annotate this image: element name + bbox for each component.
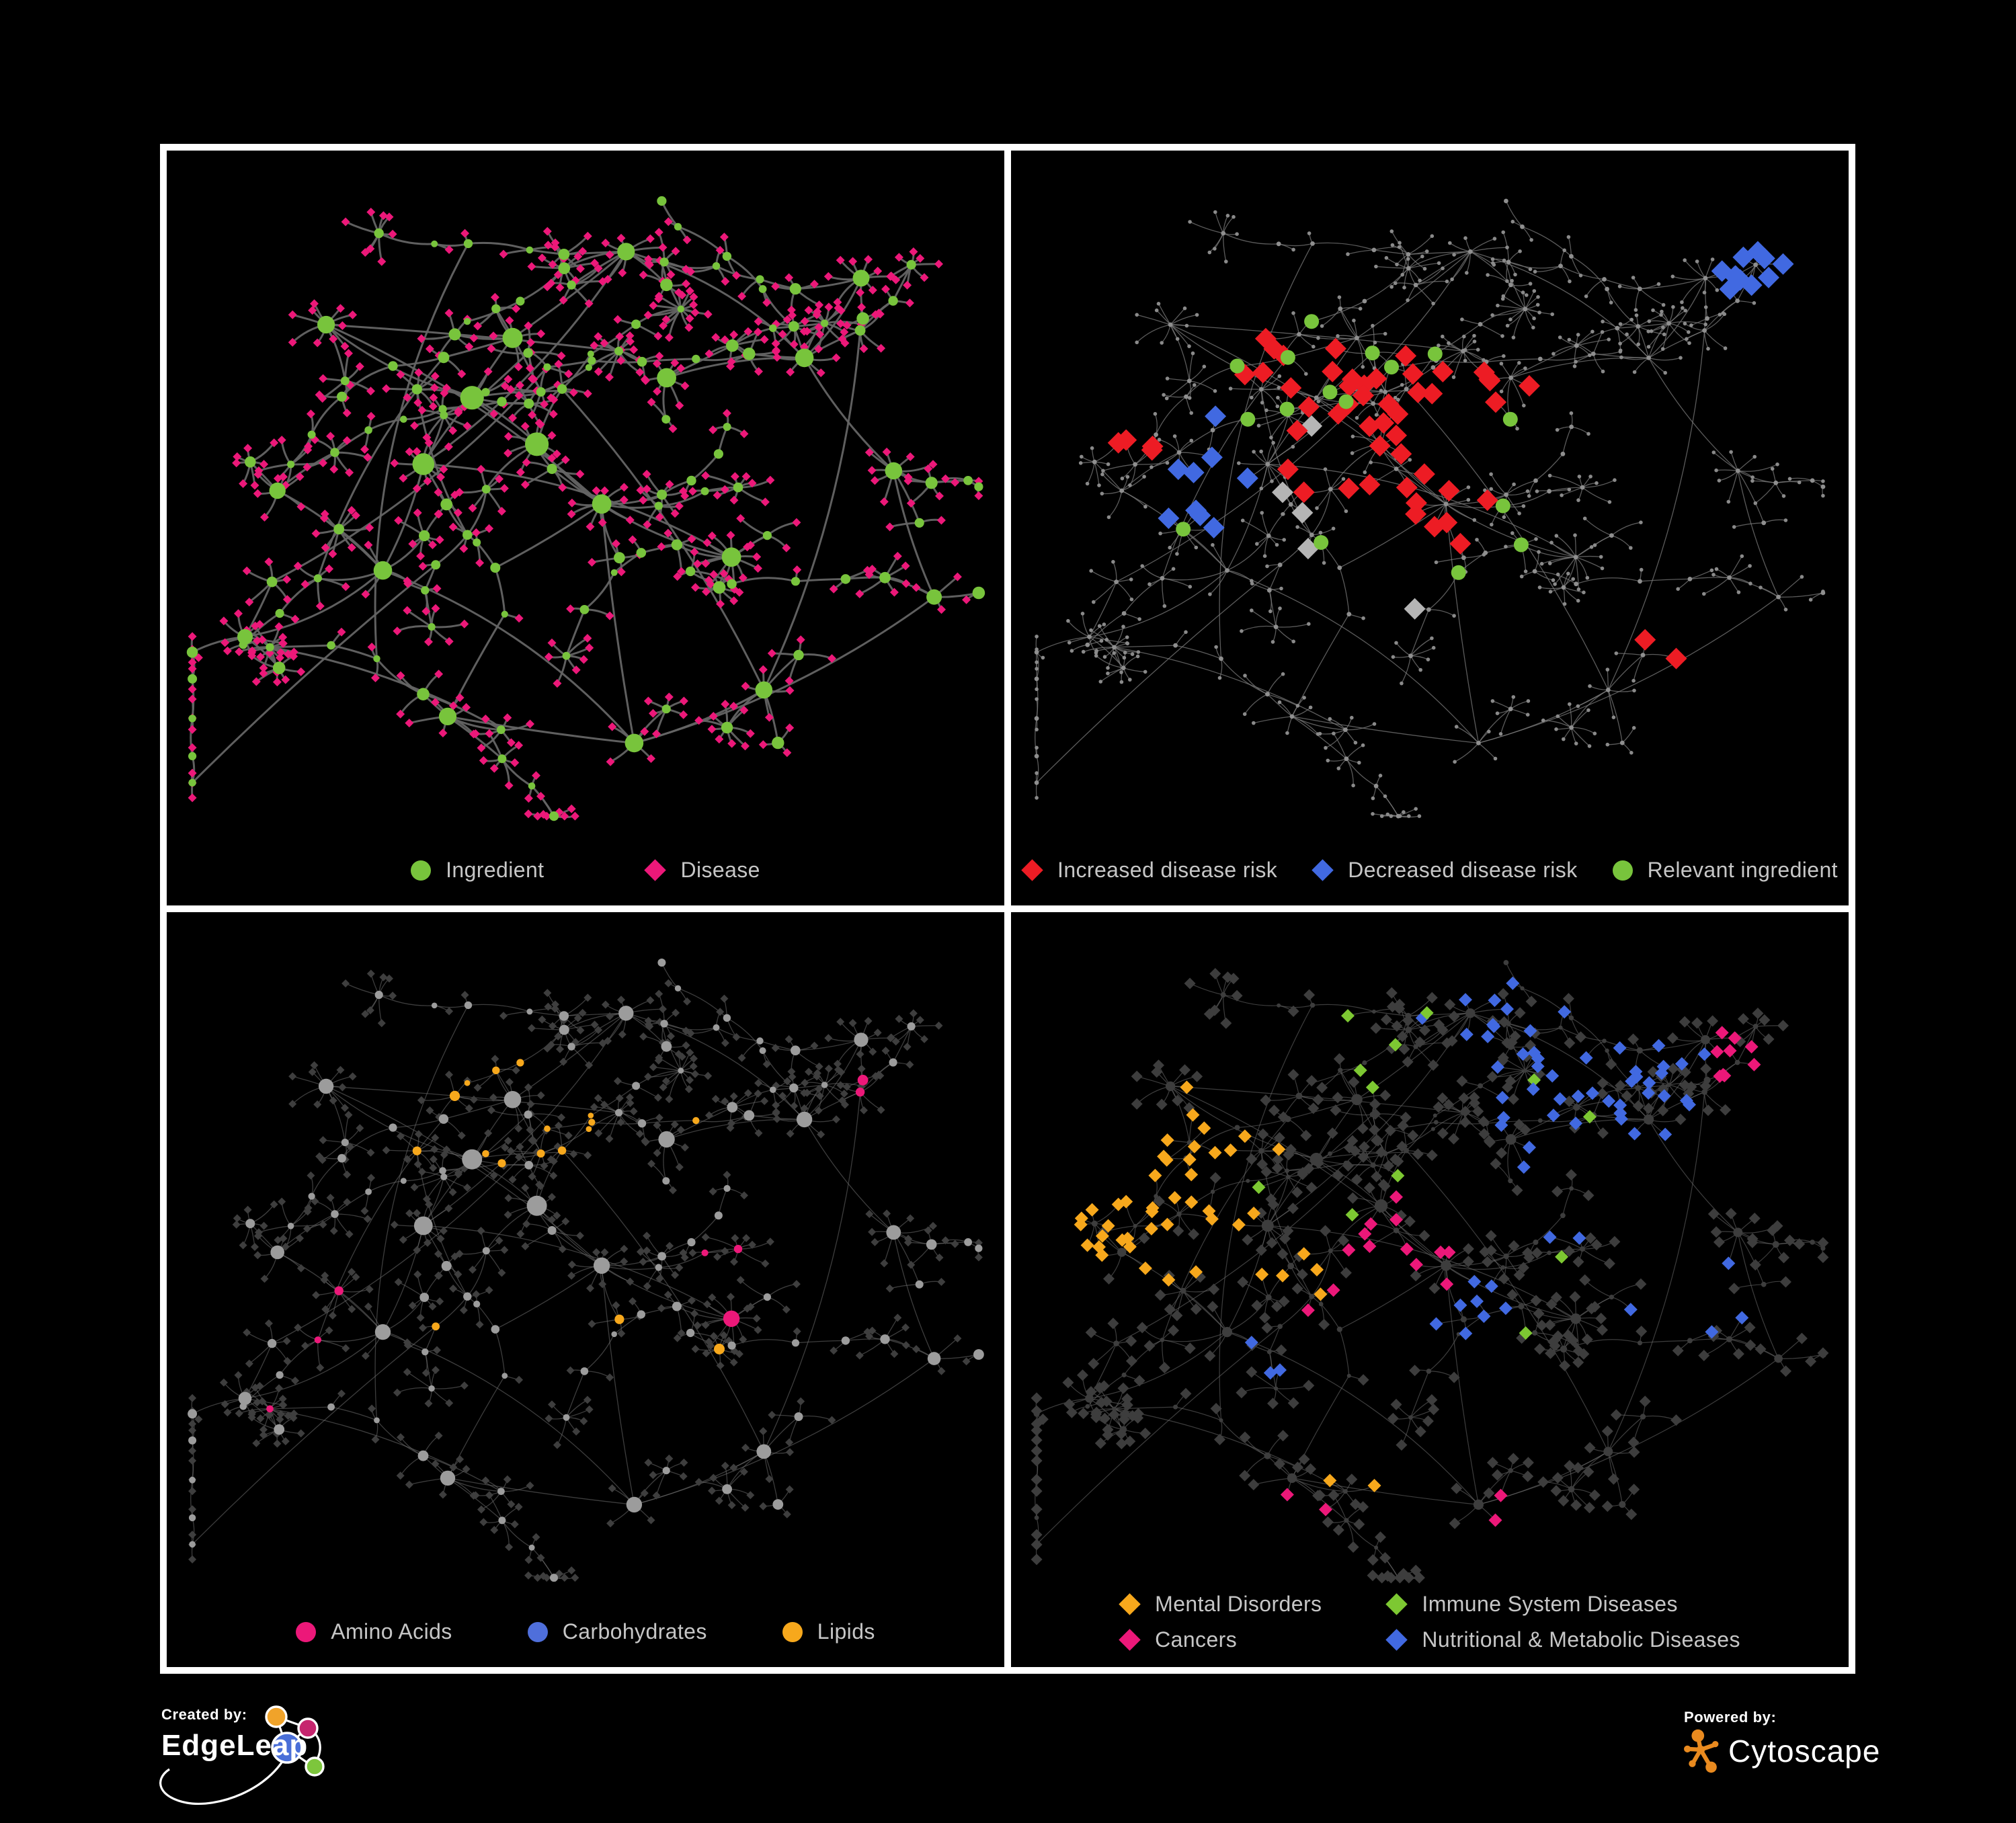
panel-disease-class-network: Mental Disorders Immune System Diseases Ca…: [1011, 912, 1849, 1667]
legend-disease-classes: Mental Disorders Immune System Diseases Ca…: [1011, 1592, 1849, 1652]
edgeleap-node-magenta: [297, 1717, 319, 1739]
edgeleap-node-blue: [271, 1732, 303, 1764]
legend-label: Amino Acids: [331, 1619, 452, 1644]
legend-item: Ingredient: [411, 858, 544, 883]
powered-by-block: Powered by: Cytoscape: [1684, 1709, 1880, 1773]
legend-label: Increased disease risk: [1057, 858, 1278, 882]
legend-label: Mental Disorders: [1155, 1592, 1322, 1616]
legend-item: Increased disease risk: [1021, 858, 1278, 883]
powered-by-label: Powered by:: [1684, 1709, 1777, 1726]
edgeleap-node-orange: [265, 1705, 288, 1728]
legend-item: Lipids: [782, 1619, 875, 1644]
panel-ingredient-disease-network: Ingredient Disease: [167, 151, 1004, 905]
legend-label: Nutritional & Metabolic Diseases: [1422, 1627, 1740, 1652]
created-by-label: Created by:: [161, 1706, 247, 1723]
legend-label: Immune System Diseases: [1422, 1592, 1678, 1616]
cytoscape-icon: [1684, 1729, 1719, 1773]
legend-marker-diamond: [1385, 1593, 1408, 1615]
legend-item: Relevant ingredient: [1612, 858, 1838, 883]
network-graph-ingredient-disease: [186, 196, 985, 821]
cytoscape-wordmark: Cytoscape: [1728, 1734, 1881, 1769]
edgeleap-logo-glyph: [159, 1705, 325, 1805]
legend-marker-circle: [1612, 860, 1633, 881]
legend-nutrient-classes: Amino Acids Carbohydrates Lipids: [167, 1619, 1004, 1644]
legend-marker-diamond: [1119, 1593, 1141, 1615]
legend-item: Decreased disease risk: [1312, 858, 1577, 883]
panel-nutrient-class-network: Amino Acids Carbohydrates Lipids: [167, 912, 1004, 1667]
legend-ingredient-disease: Ingredient Disease: [167, 858, 1004, 883]
legend-item: Immune System Diseases: [1385, 1592, 1740, 1617]
legend-item: Nutritional & Metabolic Diseases: [1385, 1627, 1740, 1652]
legend-marker-diamond: [1385, 1629, 1408, 1651]
legend-item: Mental Disorders: [1119, 1592, 1322, 1617]
created-by-block: Created by: EdgeLeap: [161, 1706, 308, 1763]
legend-marker-diamond: [1119, 1629, 1141, 1651]
legend-label: Carbohydrates: [562, 1619, 707, 1644]
legend-marker-diamond: [644, 859, 667, 881]
edgeleap-node-green: [305, 1756, 325, 1777]
legend-marker-circle: [782, 1621, 803, 1642]
legend-marker-circle: [527, 1621, 548, 1642]
figure-grid: Ingredient Disease Increased disease risk…: [160, 144, 1855, 1674]
legend-label: Lipids: [817, 1619, 875, 1644]
legend-marker-circle: [411, 860, 432, 881]
network-graph-disease-risk: [1034, 198, 1826, 819]
legend-item: Carbohydrates: [527, 1619, 707, 1644]
legend-item: Amino Acids: [296, 1619, 452, 1644]
legend-item: Disease: [644, 858, 760, 883]
network-graph-disease-classes: [1031, 960, 1829, 1584]
legend-marker-diamond: [1021, 859, 1043, 881]
legend-label: Disease: [680, 858, 760, 882]
edgeleap-wordmark: EdgeLeap: [161, 1729, 309, 1762]
legend-marker-circle: [296, 1621, 317, 1642]
legend-item: Cancers: [1119, 1627, 1322, 1652]
legend-disease-risk: Increased disease risk Decreased disease …: [1011, 858, 1849, 883]
legend-marker-diamond: [1312, 859, 1334, 881]
panel-disease-risk-network: Increased disease risk Decreased disease …: [1011, 151, 1849, 905]
legend-label: Cancers: [1155, 1627, 1238, 1652]
network-graph-nutrient-classes: [188, 959, 984, 1582]
edgeleap-swoosh: [159, 1752, 289, 1805]
legend-label: Relevant ingredient: [1647, 858, 1838, 882]
legend-label: Decreased disease risk: [1348, 858, 1578, 882]
legend-label: Ingredient: [446, 858, 545, 882]
